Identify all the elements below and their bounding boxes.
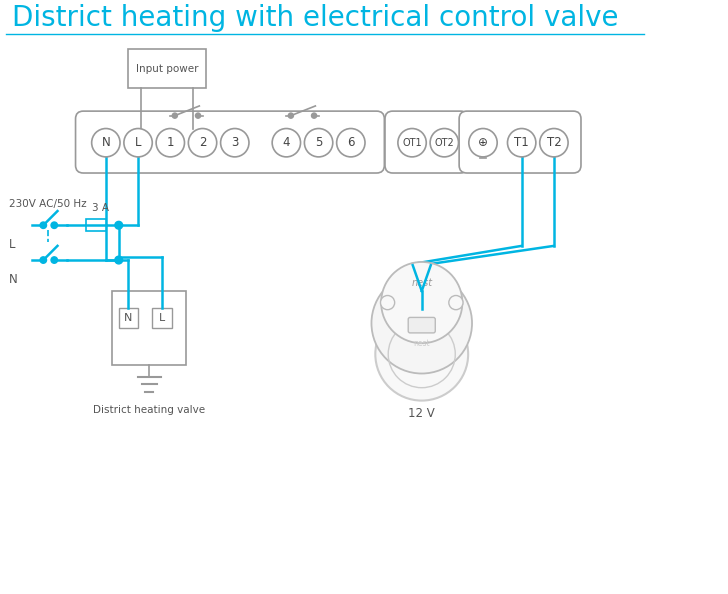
Text: 2: 2: [199, 136, 206, 149]
FancyBboxPatch shape: [119, 308, 138, 328]
Circle shape: [156, 128, 184, 157]
Text: District heating with electrical control valve: District heating with electrical control…: [12, 4, 619, 32]
Circle shape: [51, 257, 58, 263]
FancyBboxPatch shape: [152, 308, 172, 328]
FancyBboxPatch shape: [385, 111, 468, 173]
Circle shape: [507, 128, 536, 157]
Text: 4: 4: [282, 136, 290, 149]
Text: T2: T2: [547, 136, 561, 149]
FancyBboxPatch shape: [112, 291, 186, 365]
Text: N: N: [101, 136, 110, 149]
Text: Input power: Input power: [136, 64, 198, 74]
Circle shape: [40, 222, 47, 229]
Circle shape: [376, 308, 468, 400]
Circle shape: [398, 128, 427, 157]
FancyBboxPatch shape: [408, 317, 435, 333]
Circle shape: [336, 128, 365, 157]
Text: OT2: OT2: [435, 138, 454, 148]
Text: N: N: [124, 313, 132, 323]
FancyBboxPatch shape: [76, 111, 384, 173]
Circle shape: [312, 113, 317, 118]
Text: L: L: [9, 238, 15, 251]
Circle shape: [115, 256, 122, 264]
Text: 5: 5: [315, 136, 323, 149]
Text: 230V AC/50 Hz: 230V AC/50 Hz: [9, 199, 87, 209]
Text: L: L: [135, 136, 141, 149]
Circle shape: [272, 128, 301, 157]
Text: 1: 1: [167, 136, 174, 149]
Text: N: N: [9, 273, 18, 286]
Circle shape: [195, 113, 201, 118]
Circle shape: [51, 222, 58, 229]
Circle shape: [371, 273, 472, 374]
FancyBboxPatch shape: [87, 219, 106, 231]
Text: T1: T1: [514, 136, 529, 149]
Circle shape: [469, 128, 497, 157]
Circle shape: [304, 128, 333, 157]
Text: OT1: OT1: [403, 138, 422, 148]
Circle shape: [539, 128, 568, 157]
Text: District heating valve: District heating valve: [93, 405, 205, 415]
Circle shape: [189, 128, 217, 157]
Circle shape: [288, 113, 293, 118]
Circle shape: [449, 295, 463, 309]
Circle shape: [115, 222, 122, 229]
Text: 6: 6: [347, 136, 355, 149]
Circle shape: [221, 128, 249, 157]
Text: nest: nest: [411, 278, 432, 288]
FancyBboxPatch shape: [459, 111, 581, 173]
Circle shape: [124, 128, 152, 157]
Circle shape: [381, 262, 462, 343]
Circle shape: [92, 128, 120, 157]
Text: 12 V: 12 V: [408, 407, 435, 420]
Text: 3: 3: [231, 136, 239, 149]
FancyBboxPatch shape: [128, 49, 206, 88]
Circle shape: [173, 113, 178, 118]
Text: 3 A: 3 A: [92, 203, 108, 213]
Circle shape: [430, 128, 459, 157]
Circle shape: [381, 295, 395, 309]
Circle shape: [40, 257, 47, 263]
Text: ⊕: ⊕: [478, 136, 488, 149]
Text: nest: nest: [414, 339, 430, 348]
Text: L: L: [159, 313, 165, 323]
